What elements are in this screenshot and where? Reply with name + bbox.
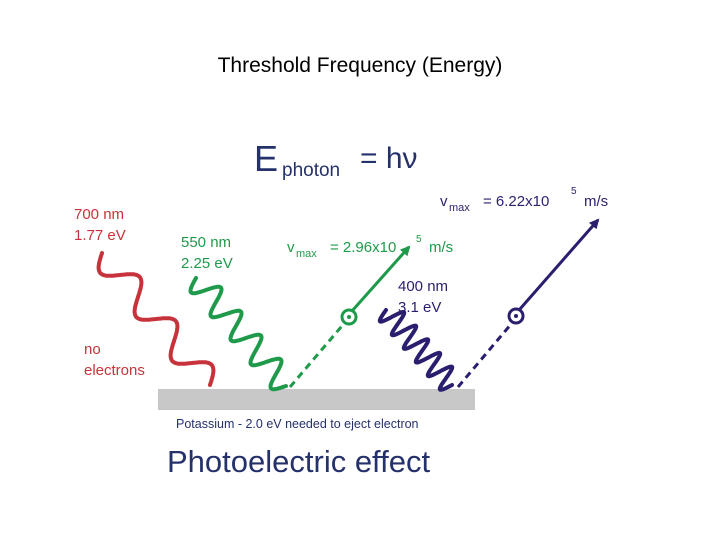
green-vmax-v: v <box>287 239 295 256</box>
no-electrons-label-line1: no <box>84 341 101 358</box>
green-electron-dot <box>347 315 351 319</box>
plate-label: Potassium - 2.0 eV needed to eject elect… <box>176 417 419 431</box>
blue-vmax-v: v <box>440 193 448 210</box>
green-photon-wave <box>188 276 288 392</box>
green-electron-arrow <box>350 245 411 312</box>
red-wavelength-label: 700 nm <box>74 206 124 223</box>
slide-title: Threshold Frequency (Energy) <box>217 54 503 77</box>
blue-vmax-unit: m/s <box>584 193 608 210</box>
red-photon-wave <box>96 251 216 387</box>
potassium-plate <box>158 389 475 410</box>
blue-electron-arrow <box>518 218 600 310</box>
green-vmax-exponent: 5 <box>416 234 422 245</box>
equation-rhs: = hν <box>360 142 418 175</box>
blue-photon-wave <box>377 308 455 392</box>
diagram-caption: Photoelectric effect <box>167 444 430 479</box>
blue-vmax-value: = 6.22x10 <box>483 193 549 210</box>
red-energy-label: 1.77 eV <box>74 227 126 244</box>
blue-electron-dot <box>514 314 518 318</box>
green-vmax-sub: max <box>296 248 317 260</box>
blue-energy-label: 3.1 eV <box>398 299 441 316</box>
blue-vmax-label: v max = 6.22x10 5 m/s <box>440 186 608 214</box>
blue-wavelength-label: 400 nm <box>398 278 448 295</box>
blue-electron-dashed-path <box>456 322 514 388</box>
green-electron-dashed-path <box>288 319 349 388</box>
equation-subscript: photon <box>282 160 340 181</box>
blue-vmax-sub: max <box>449 202 470 214</box>
equation-e: E <box>254 138 278 179</box>
green-energy-label: 2.25 eV <box>181 255 233 272</box>
blue-vmax-exponent: 5 <box>571 186 577 197</box>
green-vmax-value: = 2.96x10 <box>330 239 396 256</box>
green-vmax-unit: m/s <box>429 239 453 256</box>
no-electrons-label-line2: electrons <box>84 362 145 379</box>
green-wavelength-label: 550 nm <box>181 234 231 251</box>
green-vmax-label: v max = 2.96x10 5 m/s <box>287 234 453 260</box>
equation: E photon = hν <box>254 138 418 181</box>
